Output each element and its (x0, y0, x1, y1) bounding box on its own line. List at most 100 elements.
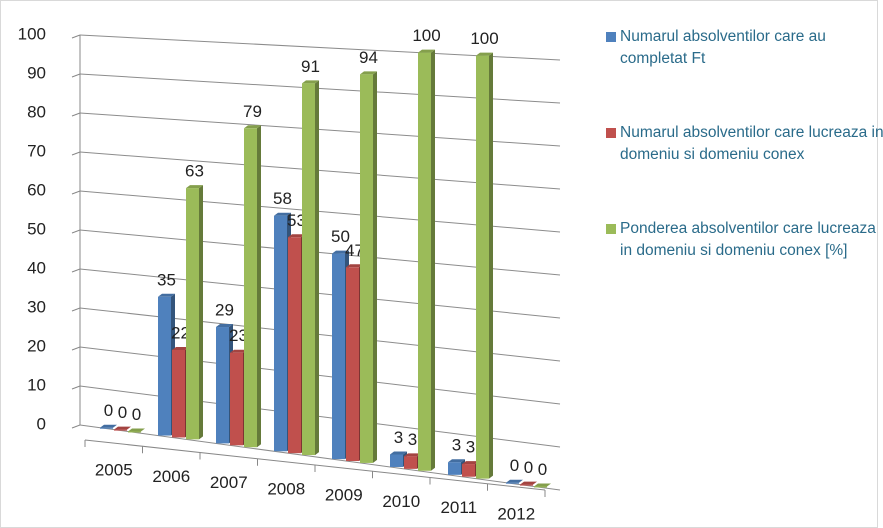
bar (100, 427, 113, 429)
bar-top (288, 234, 305, 238)
y-tick-label: 30 (27, 297, 46, 316)
x-tick-label: 2010 (382, 492, 420, 511)
data-label: 29 (215, 301, 234, 320)
bar (346, 267, 359, 462)
y-tick-label: 50 (27, 219, 46, 238)
bar (404, 456, 417, 469)
data-label: 3 (466, 438, 475, 457)
bar (418, 52, 431, 471)
bar (360, 74, 373, 463)
bar-side (257, 125, 261, 448)
bar (332, 253, 345, 460)
legend-entry: Ponderea absolventilor care lucreaza in … (606, 218, 883, 262)
y-tick (71, 151, 81, 156)
data-label: 100 (412, 26, 440, 45)
bar (186, 188, 199, 440)
y-tick-label: 100 (18, 24, 46, 43)
bar-top (462, 461, 479, 465)
bar-top (302, 80, 319, 84)
bar (114, 429, 127, 431)
bar-top (186, 185, 203, 189)
data-label: 91 (301, 57, 320, 76)
data-label: 0 (538, 460, 547, 479)
legend-entry: Numarul absolventilor care lucreaza in d… (606, 122, 883, 166)
y-tick (71, 346, 81, 351)
bar (462, 464, 475, 477)
x-tick-label: 2012 (497, 504, 535, 523)
bar (128, 431, 141, 433)
bar-top (244, 125, 261, 129)
bar-top (332, 250, 349, 254)
bar-top (158, 293, 175, 297)
data-label: 50 (331, 227, 350, 246)
y-tick (71, 385, 81, 390)
bar-side (373, 71, 377, 463)
bar-top (390, 451, 407, 455)
bar (172, 349, 185, 438)
y-tick-label: 20 (27, 336, 46, 355)
y-tick-label: 0 (37, 414, 46, 433)
y-tick-label: 80 (27, 102, 46, 121)
bar (476, 55, 489, 479)
bar (288, 237, 301, 454)
bar (230, 352, 243, 446)
bar (216, 327, 229, 444)
bar-top (100, 424, 117, 428)
bar (506, 482, 519, 484)
bar (520, 484, 533, 486)
data-label: 58 (273, 189, 292, 208)
bar-top (520, 481, 537, 485)
y-tick-label: 40 (27, 258, 46, 277)
y-tick (71, 34, 81, 39)
x-tick-label: 2006 (152, 467, 190, 486)
data-label: 22 (171, 323, 190, 342)
y-tick-label: 90 (27, 63, 46, 82)
bar (158, 296, 171, 436)
y-tick (71, 73, 81, 78)
data-label: 3 (394, 428, 403, 447)
legend-swatch (606, 224, 616, 234)
bar-top (216, 324, 233, 328)
y-tick-label: 70 (27, 141, 46, 160)
bar-top (360, 71, 377, 75)
data-label: 53 (287, 211, 306, 230)
bar (448, 462, 461, 475)
data-label: 0 (510, 456, 519, 475)
bar-side (315, 80, 319, 456)
y-tick (71, 307, 81, 312)
bar-top (346, 264, 363, 268)
x-tick-label: 2008 (267, 479, 305, 498)
legend-swatch (606, 32, 616, 42)
bar (390, 454, 403, 467)
data-label: 79 (243, 102, 262, 121)
data-label: 3 (408, 430, 417, 449)
legend-entry: Numarul absolventilor care au completat … (606, 26, 883, 70)
bar-top (172, 346, 189, 350)
data-label: 3 (452, 436, 461, 455)
bar (534, 486, 547, 488)
bar-top (114, 426, 131, 430)
data-label: 63 (185, 162, 204, 181)
bar-top (128, 428, 145, 432)
y-tick (71, 424, 81, 429)
bar-side (489, 52, 493, 479)
grid-line (79, 424, 561, 491)
data-label: 94 (359, 48, 378, 67)
data-label: 0 (524, 458, 533, 477)
legend-label: Ponderea absolventilor care lucreaza in … (620, 220, 876, 259)
y-tick (71, 112, 81, 117)
bar-side (431, 49, 435, 471)
legend-label: Numarul absolventilor care lucreaza in d… (620, 124, 883, 163)
bar-top (506, 479, 523, 483)
y-tick (71, 229, 81, 234)
data-label: 0 (104, 401, 113, 420)
data-label: 100 (470, 29, 498, 48)
x-tick-label: 2007 (210, 473, 248, 492)
bar-side (199, 185, 203, 440)
data-label: 0 (118, 403, 127, 422)
bar (274, 215, 287, 452)
x-tick-label: 2009 (325, 486, 363, 505)
bar-top (418, 49, 435, 53)
